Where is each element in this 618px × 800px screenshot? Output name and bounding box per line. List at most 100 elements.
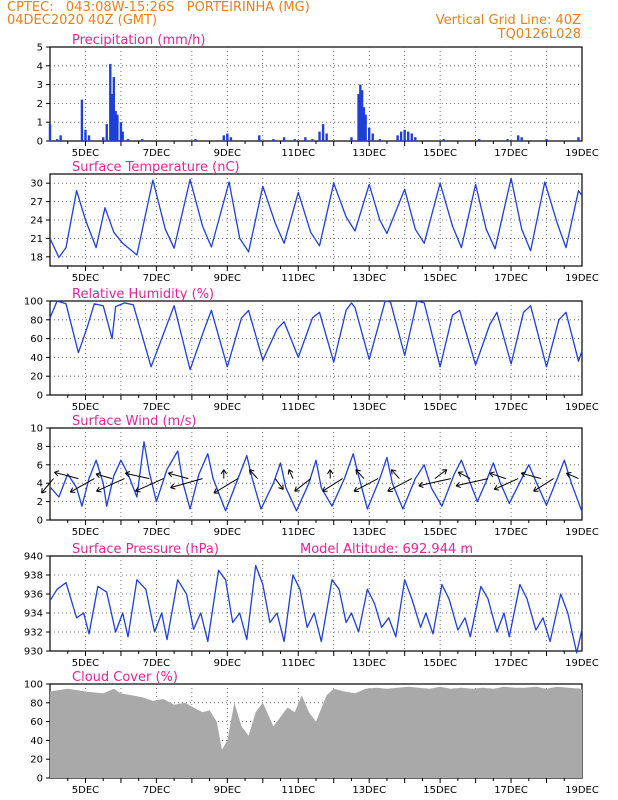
precip-bar <box>258 135 261 141</box>
header-run-date: 04DEC2020 40Z (GMT) <box>7 13 158 28</box>
y-tick-label: 936 <box>24 590 43 601</box>
x-tick-label: 15DEC <box>423 527 457 538</box>
x-tick-label: 5DEC <box>72 527 99 538</box>
wind-arrow <box>387 478 412 492</box>
y-tick-label: 100 <box>24 297 43 308</box>
x-tick-label: 9DEC <box>214 785 241 796</box>
y-tick-label: 930 <box>24 647 43 658</box>
y-tick-label: 0 <box>37 137 43 148</box>
x-tick-label: 19DEC <box>565 273 599 284</box>
wind-arrow <box>521 472 542 480</box>
x-tick-label: 19DEC <box>565 658 599 669</box>
precip-bar <box>325 133 328 141</box>
precip-bar <box>516 135 520 141</box>
x-tick-label: 5DEC <box>72 402 99 413</box>
wind-arrow <box>390 469 400 479</box>
series-line <box>49 441 583 512</box>
precip-bar <box>407 131 410 141</box>
x-tick-label: 7DEC <box>143 273 170 284</box>
y-tick-label: 4 <box>37 61 43 72</box>
wind-arrow-head <box>95 472 101 479</box>
wind-arrow <box>493 478 519 490</box>
wind-arrow-head <box>170 483 176 490</box>
wind-arrow <box>489 472 506 480</box>
panel-title: Surface Wind (m/s) <box>72 414 196 429</box>
y-tick-label: 1 <box>37 118 43 129</box>
precip-bar <box>119 122 123 141</box>
precip-bar <box>311 139 314 141</box>
x-tick-label: 19DEC <box>565 148 599 159</box>
precip-bar <box>442 139 445 141</box>
y-tick-label: 5 <box>37 43 43 54</box>
wind-arrow-head <box>41 487 47 494</box>
x-tick-label: 19DEC <box>565 402 599 413</box>
x-tick-label: 17DEC <box>494 527 528 538</box>
precip-bar <box>59 135 62 141</box>
wind-arrow <box>455 478 489 487</box>
precip-bar <box>102 137 105 141</box>
panel-frame <box>49 46 583 142</box>
precip-bar <box>105 124 108 141</box>
precip-bar <box>360 90 364 141</box>
precip-bar <box>371 133 374 141</box>
precip-bar <box>506 139 509 141</box>
precip-bar <box>110 94 114 141</box>
x-tick-label: 7DEC <box>143 527 170 538</box>
y-tick-label: 80 <box>30 315 43 326</box>
wind-arrow-head <box>220 469 227 475</box>
precip-bar <box>368 127 371 141</box>
wind-arrow <box>213 478 239 494</box>
wind-arrow <box>95 473 113 480</box>
x-tick-label: 7DEC <box>143 785 170 796</box>
series-line <box>49 300 583 371</box>
y-tick-label: 3 <box>37 80 43 91</box>
wind-arrow <box>353 478 379 492</box>
precip-bar <box>364 114 367 141</box>
x-tick-label: 19DEC <box>565 785 599 796</box>
y-tick-label: 24 <box>30 216 43 227</box>
x-tick-label: 9DEC <box>214 273 241 284</box>
wind-arrow-head <box>213 488 219 494</box>
y-tick-label: 938 <box>24 571 43 582</box>
x-tick-label: 11DEC <box>281 148 315 159</box>
header-grid-line: Vertical Grid Line: 40Z <box>435 13 581 28</box>
wind-arrow <box>96 478 125 492</box>
wind-arrow-head <box>520 471 527 478</box>
y-tick-label: 80 <box>30 698 43 709</box>
x-tick-label: 13DEC <box>352 785 386 796</box>
y-tick-label: 40 <box>30 353 43 364</box>
precip-bar <box>414 137 417 141</box>
x-tick-label: 9DEC <box>214 402 241 413</box>
wind-arrow <box>54 471 79 480</box>
x-tick-label: 9DEC <box>214 148 241 159</box>
x-tick-label: 15DEC <box>423 402 457 413</box>
precip-bar <box>194 139 197 141</box>
x-tick-label: 7DEC <box>143 658 170 669</box>
wind-arrow-head <box>124 471 131 478</box>
wind-arrow <box>274 478 284 490</box>
precip-bar <box>577 137 580 141</box>
panel-title: Relative Humidity (%) <box>72 287 214 302</box>
wind-arrow <box>458 471 471 480</box>
precip-bar <box>318 131 321 141</box>
wind-arrow <box>418 478 451 487</box>
x-tick-label: 17DEC <box>494 273 528 284</box>
precip-bar <box>272 139 275 141</box>
y-tick-label: 0 <box>37 391 43 402</box>
wind-arrow-head <box>355 469 361 475</box>
precip-bar <box>116 114 119 141</box>
wind-arrow <box>41 478 54 494</box>
precip-bar <box>121 131 124 141</box>
precip-bar <box>80 99 84 141</box>
wind-arrow-head <box>322 486 328 492</box>
x-tick-label: 11DEC <box>281 527 315 538</box>
y-tick-label: 60 <box>30 717 43 728</box>
precip-bar <box>109 63 112 141</box>
y-tick-label: 934 <box>24 609 43 620</box>
y-tick-label: 60 <box>30 334 43 345</box>
wind-arrow-head <box>566 471 572 478</box>
precip-bar <box>141 139 144 141</box>
precip-bar <box>359 84 362 141</box>
header-model-id: TQ0126L028 <box>497 27 581 42</box>
wind-arrow-head <box>489 471 495 478</box>
